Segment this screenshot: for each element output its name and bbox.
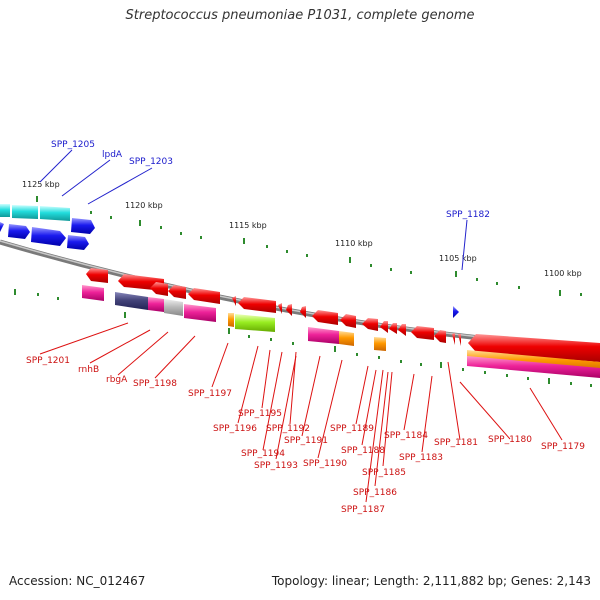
gene-feature[interactable]: [411, 326, 434, 340]
gene-feature[interactable]: [0, 204, 10, 217]
gene-label[interactable]: SPP_1183: [399, 453, 443, 463]
gene-feature[interactable]: [8, 224, 30, 239]
gene-label[interactable]: SPP_1186: [353, 488, 397, 498]
gene-feature[interactable]: [228, 313, 234, 327]
gene-label[interactable]: SPP_1184: [384, 431, 428, 441]
gene-feature[interactable]: [168, 285, 186, 299]
blue-leaders: [39, 149, 468, 271]
gene-feature[interactable]: [31, 227, 66, 246]
gene-feature[interactable]: [300, 306, 306, 318]
gene-label[interactable]: SPP_1191: [284, 436, 328, 446]
gene-label[interactable]: SPP_1190: [303, 459, 347, 469]
gene-label[interactable]: SPP_1194: [241, 449, 285, 459]
scale-ticks-outer: [36, 196, 582, 296]
page-title: Streptococcus pneumoniae P1031, complete…: [125, 8, 475, 23]
gene-label[interactable]: SPP_1182: [446, 210, 490, 220]
gene-label[interactable]: SPP_1181: [434, 438, 478, 448]
gene-feature[interactable]: [389, 323, 397, 334]
gene-feature[interactable]: [362, 318, 378, 331]
gene-feature[interactable]: [148, 297, 164, 312]
gene-feature[interactable]: [232, 296, 236, 306]
gene-label[interactable]: SPP_1197: [188, 389, 232, 399]
gene-label[interactable]: SPP_1195: [238, 409, 282, 419]
gene-feature[interactable]: [0, 222, 4, 232]
gene-feature[interactable]: [82, 285, 104, 301]
scale-label: 1115 kbp: [229, 221, 267, 230]
gene-feature[interactable]: [188, 288, 220, 304]
gene-label[interactable]: SPP_1180: [488, 435, 532, 445]
gene-feature[interactable]: [238, 297, 276, 313]
gene-feature[interactable]: [86, 268, 108, 283]
scale-ticks-inner: [14, 289, 592, 387]
red-labels: SPP_1201 rnhB rbgA SPP_1198 SPP_1197 SPP…: [26, 356, 585, 515]
gene-feature[interactable]: [339, 331, 354, 346]
blue-labels: SPP_1205 lpdA SPP_1203 SPP_1182: [51, 140, 490, 220]
gene-feature[interactable]: [115, 292, 148, 310]
gene-feature[interactable]: [312, 310, 338, 325]
scale-labels: 1125 kbp 1120 kbp 1115 kbp 1110 kbp 1105…: [22, 180, 582, 278]
scale-label: 1110 kbp: [335, 239, 373, 248]
gene-feature[interactable]: [164, 299, 183, 316]
forward-genes: [0, 204, 95, 250]
gene-label[interactable]: SPP_1179: [541, 442, 585, 452]
gene-label[interactable]: SPP_1205: [51, 140, 95, 150]
gene-feature[interactable]: [184, 304, 216, 322]
gene-label[interactable]: SPP_1185: [362, 468, 406, 478]
gene-label[interactable]: rnhB: [78, 365, 99, 375]
gene-label[interactable]: lpdA: [102, 150, 123, 160]
gene-label[interactable]: SPP_1188: [341, 446, 385, 456]
gene-label[interactable]: rbgA: [106, 375, 128, 385]
gene-label[interactable]: SPP_1189: [330, 424, 374, 434]
gene-feature[interactable]: [67, 235, 89, 250]
gene-feature[interactable]: [458, 334, 461, 346]
gene-feature[interactable]: [12, 205, 38, 219]
gene-feature[interactable]: [452, 333, 455, 345]
gene-feature[interactable]: [308, 327, 339, 344]
topology-label: Topology: linear; Length: 2,111,882 bp; …: [271, 574, 591, 588]
gene-feature[interactable]: [374, 337, 386, 351]
gene-label[interactable]: SPP_1198: [133, 379, 177, 389]
scale-label: 1120 kbp: [125, 201, 163, 210]
gene-feature[interactable]: [278, 303, 282, 314]
gene-label[interactable]: SPP_1192: [266, 424, 310, 434]
gene-label[interactable]: SPP_1193: [254, 461, 298, 471]
gene-label[interactable]: SPP_1201: [26, 356, 70, 366]
gene-feature[interactable]: [453, 306, 459, 318]
scale-label: 1125 kbp: [22, 180, 60, 189]
gene-feature[interactable]: [71, 218, 95, 234]
gene-feature[interactable]: [235, 314, 275, 332]
gene-label[interactable]: SPP_1187: [341, 505, 385, 515]
gene-feature[interactable]: [150, 282, 168, 296]
scale-label: 1100 kbp: [544, 269, 582, 278]
gene-feature[interactable]: [286, 304, 292, 316]
gene-feature[interactable]: [380, 321, 388, 333]
red-leaders: [39, 322, 563, 503]
scale-label: 1105 kbp: [439, 254, 477, 263]
gene-feature[interactable]: [40, 206, 70, 221]
gene-feature[interactable]: [398, 324, 406, 336]
genome-map: 1125 kbp 1120 kbp 1115 kbp 1110 kbp 1105…: [0, 140, 600, 515]
gene-feature[interactable]: [467, 356, 600, 378]
accession-label: Accession: NC_012467: [9, 574, 146, 588]
reverse-genes: [82, 268, 600, 378]
gene-label[interactable]: SPP_1203: [129, 157, 173, 167]
gene-feature[interactable]: [468, 334, 600, 362]
gene-feature[interactable]: [340, 314, 356, 328]
gene-feature[interactable]: [434, 330, 446, 343]
gene-label[interactable]: SPP_1196: [213, 424, 257, 434]
